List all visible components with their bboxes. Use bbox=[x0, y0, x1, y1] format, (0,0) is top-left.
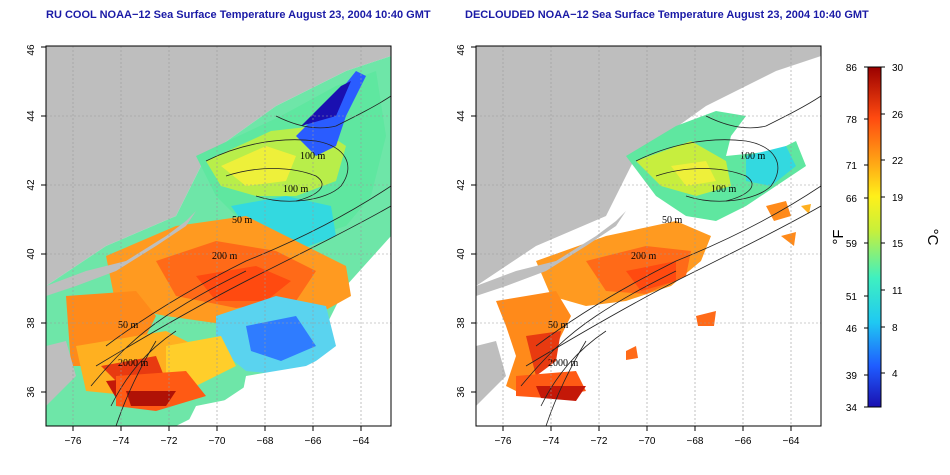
c-tick: 26 bbox=[892, 110, 904, 121]
bathymetry-contours bbox=[520, 95, 821, 426]
celsius-unit-label: °C bbox=[924, 229, 941, 246]
lon-tick: −66 bbox=[735, 436, 752, 447]
colorbar: 86 78 71 66 59 51 46 39 34 30 26 22 19 1… bbox=[830, 63, 941, 414]
left-map-title: RU COOL NOAA−12 Sea Surface Temperature … bbox=[46, 9, 431, 21]
lat-tick-labels: 36 38 40 42 44 46 bbox=[456, 44, 467, 398]
colorbar-gradient bbox=[867, 66, 882, 408]
f-tick: 34 bbox=[846, 403, 858, 414]
lat-tick: 38 bbox=[26, 317, 37, 329]
lat-tick: 38 bbox=[456, 317, 467, 329]
lat-tick: 40 bbox=[26, 248, 37, 260]
lon-tick: −76 bbox=[65, 436, 82, 447]
lat-tick: 42 bbox=[456, 179, 467, 191]
lon-tick-labels: −76 −74 −72 −70 −68 −66 −64 bbox=[65, 436, 370, 447]
map-frame bbox=[45, 45, 392, 427]
c-tick: 19 bbox=[892, 193, 904, 204]
lon-tick: −70 bbox=[639, 436, 656, 447]
c-tick: 8 bbox=[892, 323, 898, 334]
f-tick: 78 bbox=[846, 115, 858, 126]
contour-label: 100 m bbox=[300, 151, 326, 162]
lon-tick: −64 bbox=[783, 436, 800, 447]
f-tick: 59 bbox=[846, 239, 858, 250]
lat-tick: 46 bbox=[456, 44, 467, 56]
c-tick: 30 bbox=[892, 63, 904, 74]
fahrenheit-unit-label: °F bbox=[830, 229, 847, 244]
lat-tick: 36 bbox=[456, 386, 467, 398]
contour-label: 100 m bbox=[740, 151, 766, 162]
lon-tick: −70 bbox=[209, 436, 226, 447]
left-map-panel: 100 m 100 m 50 m 200 m 50 m 2000 m bbox=[26, 44, 392, 447]
c-tick: 15 bbox=[892, 239, 904, 250]
c-tick: 4 bbox=[892, 369, 898, 380]
lat-tick: 44 bbox=[456, 110, 467, 122]
right-map-panel: 100 m 100 m 50 m 200 m 50 m 2000 m bbox=[456, 44, 822, 447]
map-frame bbox=[475, 45, 822, 427]
contour-label: 100 m bbox=[711, 184, 737, 195]
lon-tick: −68 bbox=[687, 436, 704, 447]
lat-tick: 40 bbox=[456, 248, 467, 260]
f-tick: 71 bbox=[846, 161, 858, 172]
contour-label: 2000 m bbox=[118, 358, 149, 369]
lon-tick: −76 bbox=[495, 436, 512, 447]
lat-tick: 46 bbox=[26, 44, 37, 56]
contour-label: 100 m bbox=[283, 184, 309, 195]
lon-tick: −74 bbox=[543, 436, 560, 447]
f-tick: 51 bbox=[846, 292, 858, 303]
contour-label: 200 m bbox=[631, 251, 657, 262]
contour-label: 200 m bbox=[212, 251, 238, 262]
lon-tick: −74 bbox=[113, 436, 130, 447]
f-tick: 86 bbox=[846, 63, 858, 74]
graticule bbox=[476, 46, 821, 426]
bathymetry-contours bbox=[90, 95, 391, 426]
lon-tick: −72 bbox=[161, 436, 178, 447]
c-tick: 22 bbox=[892, 156, 904, 167]
lon-tick: −64 bbox=[353, 436, 370, 447]
right-map-title: DECLOUDED NOAA−12 Sea Surface Temperatur… bbox=[465, 9, 869, 21]
lon-tick-labels: −76 −74 −72 −70 −68 −66 −64 bbox=[495, 436, 800, 447]
lon-tick: −68 bbox=[257, 436, 274, 447]
contour-label: 50 m bbox=[232, 215, 253, 226]
lon-tick: −66 bbox=[305, 436, 322, 447]
contour-label: 50 m bbox=[662, 215, 683, 226]
celsius-tick-labels: 30 26 22 19 15 11 8 4 bbox=[892, 63, 904, 380]
lon-tick: −72 bbox=[591, 436, 608, 447]
lat-tick-labels: 36 38 40 42 44 46 bbox=[26, 44, 37, 398]
f-tick: 46 bbox=[846, 324, 858, 335]
f-tick: 39 bbox=[846, 371, 858, 382]
lat-tick: 44 bbox=[26, 110, 37, 122]
contour-label: 2000 m bbox=[548, 358, 579, 369]
lat-tick: 42 bbox=[26, 179, 37, 191]
lat-tick: 36 bbox=[26, 386, 37, 398]
graticule bbox=[46, 46, 391, 426]
contour-label: 50 m bbox=[118, 320, 139, 331]
c-tick: 11 bbox=[892, 286, 903, 297]
fahrenheit-tick-labels: 86 78 71 66 59 51 46 39 34 bbox=[846, 63, 858, 414]
f-tick: 66 bbox=[846, 194, 858, 205]
contour-label: 50 m bbox=[548, 320, 569, 331]
